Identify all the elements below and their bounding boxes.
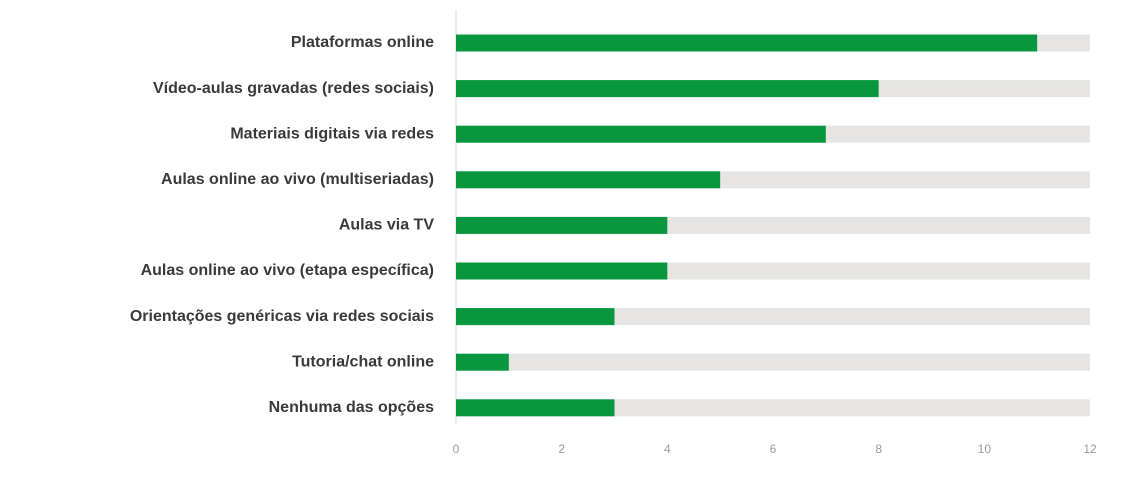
bars [456,34,1038,417]
x-tick-label: 12 [1083,442,1097,456]
category-label: Nenhuma das opções [269,399,434,416]
bar [456,216,668,234]
bar [456,308,615,326]
category-label: Materiais digitais via redes [230,125,434,142]
category-label: Aulas online ao vivo (multiseriadas) [161,171,434,188]
x-tick-label: 0 [453,442,460,456]
x-tick-label: 10 [978,442,992,456]
category-label: Plataformas online [291,34,434,51]
x-axis-ticks: 0 2 4 6 8 10 12 [453,442,1097,456]
x-tick-label: 2 [558,442,565,456]
category-labels: Plataformas online Vídeo-aulas gravadas (… [130,34,434,416]
category-label: Aulas online ao vivo (etapa específica) [141,262,434,279]
bar [456,125,826,143]
x-tick-label: 8 [875,442,882,456]
bar [456,171,721,189]
bar [456,80,879,98]
bar [456,353,509,371]
x-tick-label: 6 [770,442,777,456]
bar [456,34,1038,52]
category-label: Tutoria/chat online [292,353,434,370]
category-label: Orientações genéricas via redes sociais [130,308,434,325]
category-label: Vídeo-aulas gravadas (redes sociais) [153,80,434,97]
x-tick-label: 4 [664,442,671,456]
bar [456,262,668,280]
category-label: Aulas via TV [339,217,434,234]
bar [456,399,615,417]
bar-track [456,353,1090,371]
